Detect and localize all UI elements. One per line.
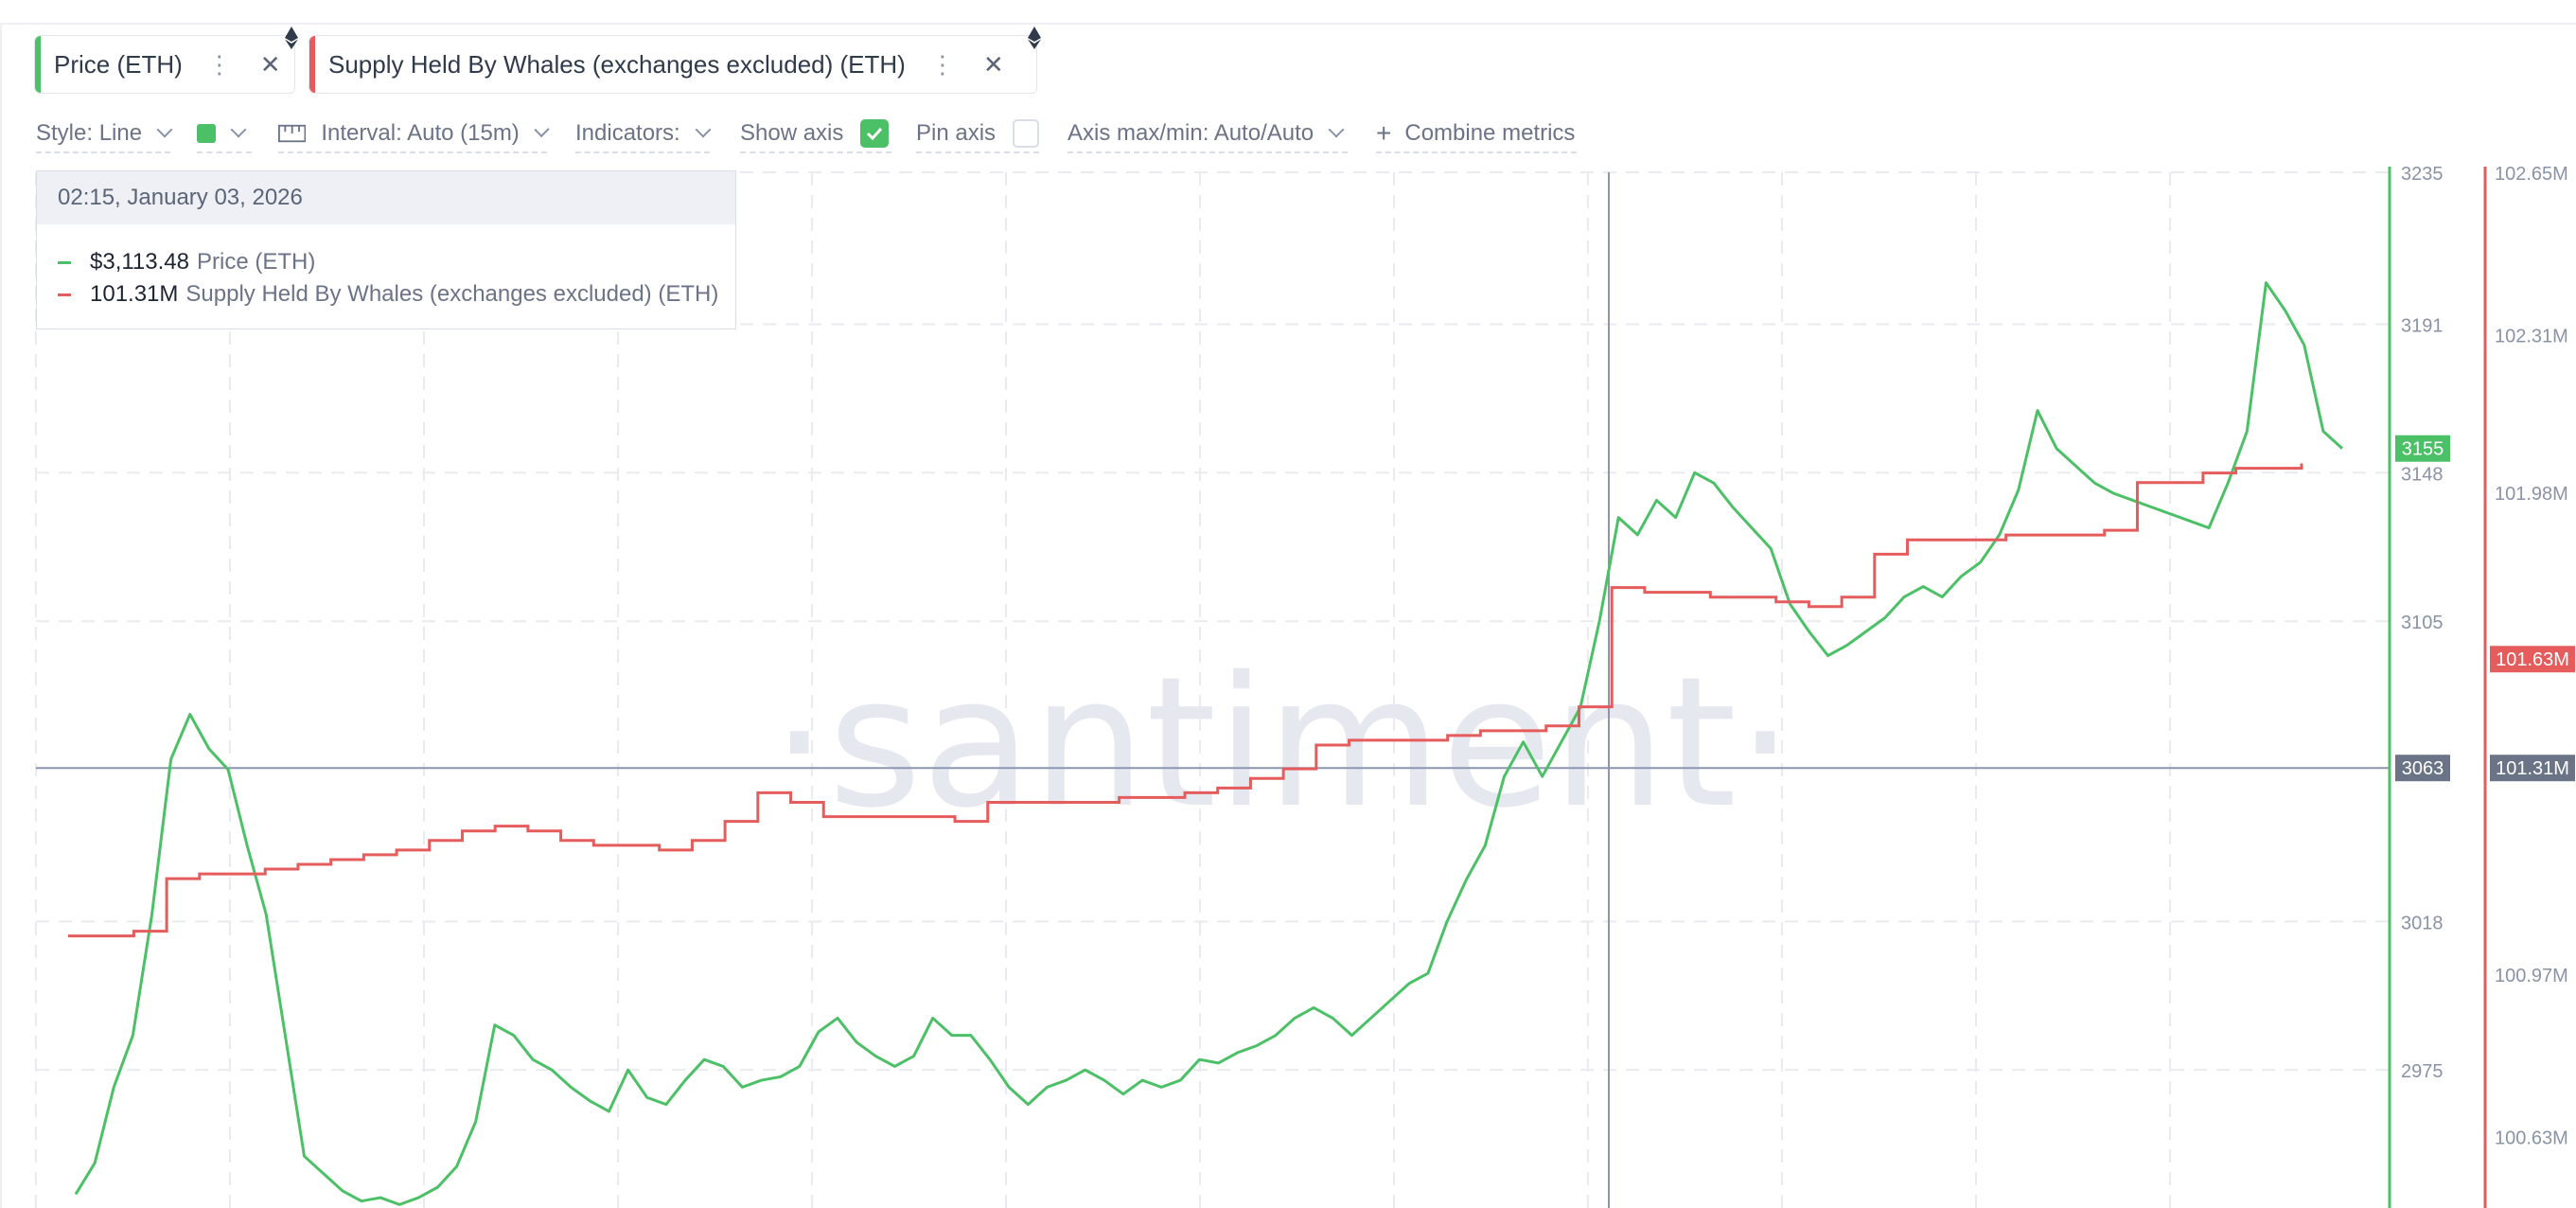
price-current-badge-bg	[2395, 435, 2450, 462]
price-tick-label: 3105	[2401, 613, 2444, 633]
color-picker[interactable]	[197, 115, 252, 153]
tooltip-row-price: $3,113.48 Price (ETH)	[58, 249, 315, 275]
pin-axis-label: Pin axis	[916, 120, 997, 146]
more-options-icon[interactable]: ⋮	[206, 49, 232, 79]
top-divider	[0, 23, 2576, 25]
pin-axis-checkbox[interactable]	[1013, 119, 1039, 148]
supply-tick-label: 101.98M	[2495, 484, 2568, 505]
ruler-icon	[278, 124, 307, 143]
tooltip-value: 101.31M	[90, 281, 179, 307]
price-tick-label: 3191	[2401, 315, 2444, 336]
chart-axes: 3235 3191 3148 3105 3018 2975 102.65M 102.31M 10…	[2388, 164, 2575, 1208]
interval-dropdown[interactable]: Interval: Auto (15m)	[278, 115, 550, 153]
check-icon	[867, 127, 883, 140]
style-label: Style: Line	[36, 120, 143, 146]
indicators-label: Indicators:	[575, 120, 680, 146]
axis-minmax-label: Axis max/min: Auto/Auto	[1067, 120, 1314, 146]
close-icon[interactable]: ✕	[259, 49, 281, 79]
supply-crosshair-badge: 101.31M	[2496, 758, 2569, 779]
left-divider	[0, 25, 2, 1208]
tooltip-date: 02:15, January 03, 2026	[37, 171, 735, 224]
supply-tick-label: 100.97M	[2495, 966, 2568, 986]
supply-current-badge: 101.63M	[2496, 649, 2569, 670]
chart-tooltip: 02:15, January 03, 2026 $3,113.48 Price …	[36, 170, 736, 329]
price-tick-label: 3235	[2401, 164, 2444, 185]
price-tick-label: 3148	[2401, 464, 2444, 485]
price-current-badge: 3155	[2402, 439, 2444, 460]
metric-pill-whale-supply[interactable]: Supply Held By Whales (exchanges exclude…	[309, 35, 1037, 94]
tooltip-value: $3,113.48	[90, 249, 189, 275]
tooltip-metric-name: Price (ETH)	[197, 249, 316, 275]
tooltip-row-supply: 101.31M Supply Held By Whales (exchanges…	[58, 281, 718, 308]
metric-label: Supply Held By Whales (exchanges exclude…	[328, 49, 906, 79]
price-crosshair-badge-bg	[2395, 755, 2450, 782]
metric-pill-price[interactable]: Price (ETH) ⋮ ✕	[34, 35, 295, 94]
legend-dash	[58, 260, 71, 264]
legend-dash	[58, 293, 71, 296]
indicators-dropdown[interactable]: Indicators:	[575, 115, 712, 153]
interval-label: Interval: Auto (15m)	[321, 120, 520, 146]
more-options-icon[interactable]: ⋮	[929, 49, 955, 79]
metric-color-bar	[309, 36, 315, 93]
supply-tick-label: 102.31M	[2495, 326, 2568, 346]
show-axis-checkbox[interactable]	[860, 119, 890, 148]
price-tick-label: 3018	[2401, 913, 2444, 933]
whale-supply-line	[68, 463, 2303, 938]
price-line	[74, 281, 2344, 1206]
pin-axis-toggle[interactable]: Pin axis	[916, 115, 1039, 153]
metric-color-bar	[35, 36, 41, 93]
supply-current-badge-bg	[2490, 646, 2575, 673]
ethereum-icon	[285, 27, 298, 49]
tooltip-metric-name: Supply Held By Whales (exchanges exclude…	[185, 281, 719, 307]
supply-tick-label: 102.65M	[2495, 164, 2568, 185]
ethereum-icon	[1028, 27, 1041, 49]
crosshair	[36, 172, 2390, 1208]
watermark: ·santiment·	[771, 638, 1794, 847]
show-axis-label: Show axis	[740, 120, 844, 146]
supply-tick-label: 100.63M	[2495, 1128, 2568, 1148]
show-axis-toggle[interactable]: Show axis	[740, 115, 891, 153]
style-dropdown[interactable]: Style: Line	[36, 115, 173, 153]
close-icon[interactable]: ✕	[982, 49, 1004, 79]
combine-metrics-button[interactable]: + Combine metrics	[1376, 115, 1577, 153]
price-crosshair-badge: 3063	[2402, 758, 2444, 779]
plus-icon: +	[1376, 118, 1392, 148]
price-tick-label: 2975	[2401, 1061, 2444, 1082]
metric-label: Price (ETH)	[54, 49, 183, 79]
combine-metrics-label: Combine metrics	[1404, 120, 1576, 146]
chart-series	[68, 281, 2344, 1206]
axis-minmax-dropdown[interactable]: Axis max/min: Auto/Auto	[1067, 115, 1348, 153]
supply-crosshair-badge-bg	[2490, 755, 2575, 782]
color-swatch	[197, 124, 216, 143]
